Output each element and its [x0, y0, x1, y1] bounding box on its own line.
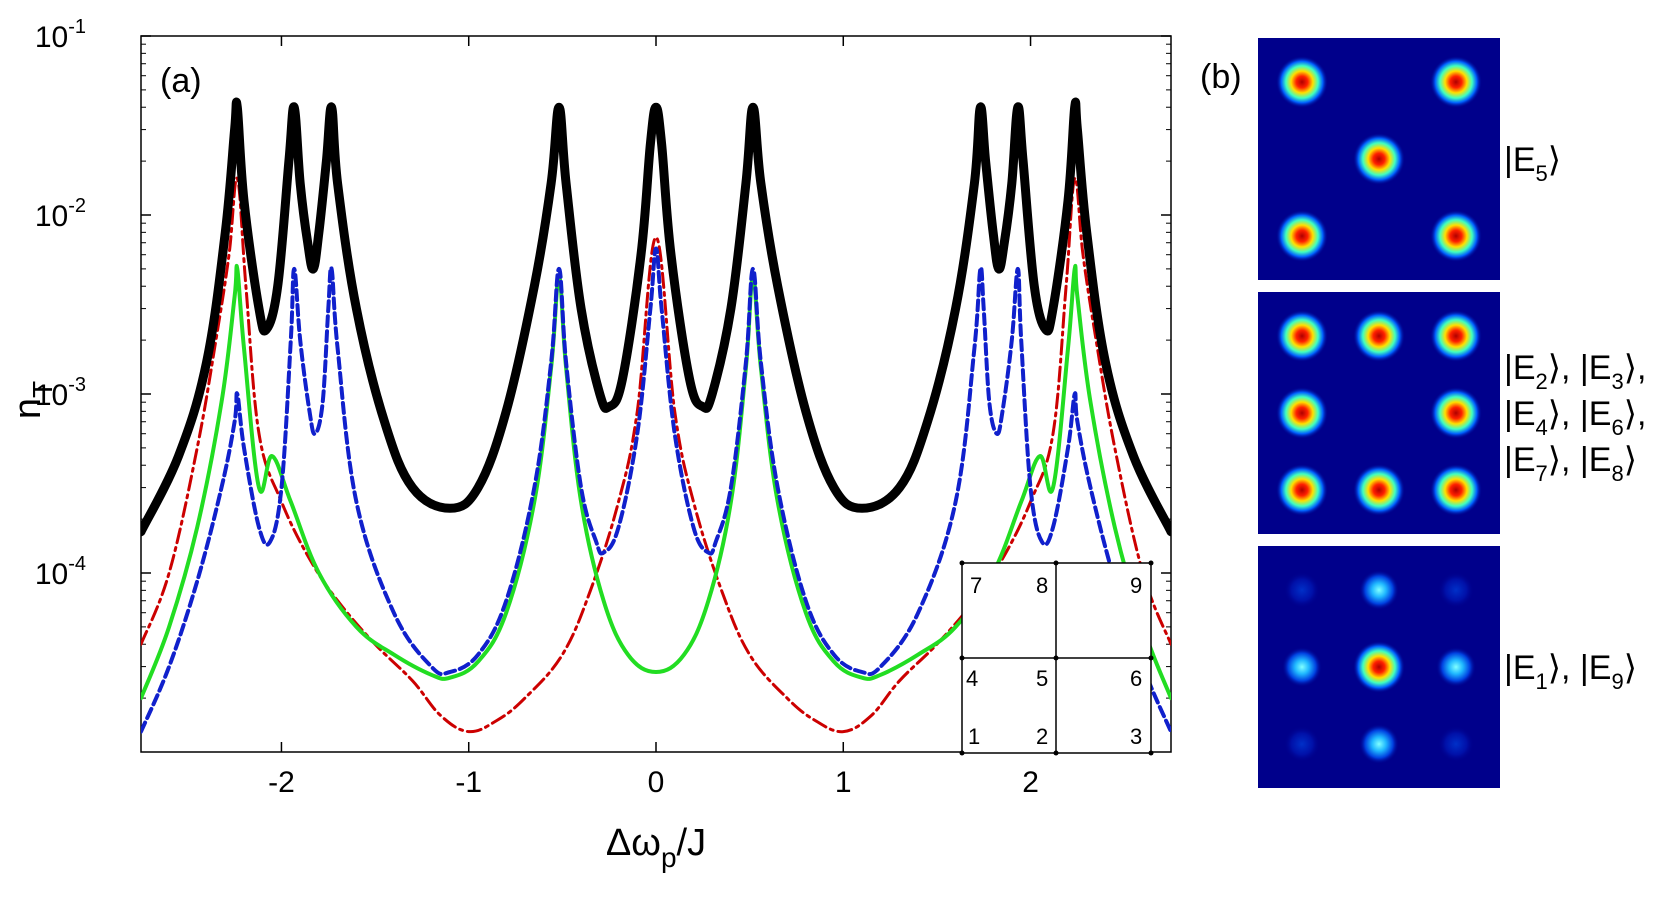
y-axis-title-base: n — [7, 398, 49, 419]
inset-label-1: 1 — [968, 724, 980, 749]
inset-label-3: 3 — [1130, 724, 1142, 749]
panel-a: -2 -1 0 1 210-110-210-310-4 (a) nT Δωp/J 7 8… — [7, 16, 1172, 873]
x-axis-title-base: Δω — [606, 822, 661, 864]
inset-site-dot — [1148, 750, 1154, 756]
mode-spot — [1353, 464, 1405, 516]
mode-spot — [1436, 647, 1476, 687]
x-tick-label: 0 — [648, 766, 665, 799]
mode-caption: |E5⟩ — [1504, 141, 1561, 186]
mode-spot — [1276, 56, 1328, 108]
mode-caption: |E2⟩, |E3⟩, — [1504, 349, 1646, 394]
mode-map-2 — [1258, 292, 1500, 534]
mode-map-3 — [1258, 546, 1500, 788]
inset-label-2: 2 — [1036, 724, 1048, 749]
panel-b: (b) |E5⟩ |E2⟩, |E3⟩,|E4⟩, |E6⟩,|E7⟩, |E8⟩… — [1200, 38, 1646, 788]
inset-label-6: 6 — [1130, 666, 1142, 691]
mode-spot — [1353, 133, 1405, 185]
inset-site-dot — [959, 560, 965, 566]
inset-label-9: 9 — [1130, 573, 1142, 598]
x-axis-title-rest: /J — [677, 822, 707, 864]
mode-maps — [1258, 38, 1500, 788]
y-tick-label: 10-1 — [35, 16, 86, 54]
inset-site-dot — [1148, 655, 1154, 661]
mode-caption: |E1⟩, |E9⟩ — [1504, 649, 1637, 694]
series-line-3 — [141, 97, 1171, 537]
inset-label-5: 5 — [1036, 666, 1048, 691]
inset-site-dot — [1053, 655, 1059, 661]
inset-lattice: 7 8 9 4 5 6 1 2 3 — [959, 560, 1154, 756]
mode-spot — [1430, 210, 1482, 262]
mode-spot — [1353, 310, 1405, 362]
inset-label-7: 7 — [970, 573, 982, 598]
y-axis-title: nT — [7, 381, 58, 419]
series-layer — [141, 97, 1171, 734]
inset-site-dot — [959, 750, 965, 756]
mode-spot — [1359, 724, 1399, 764]
panel-label-b: (b) — [1200, 58, 1242, 96]
series-line-0 — [141, 176, 1171, 734]
mode-spot — [1359, 570, 1399, 610]
y-tick-label: 10-4 — [35, 553, 86, 591]
mode-spot — [1284, 726, 1320, 762]
mode-spot — [1284, 572, 1320, 608]
mode-spot — [1276, 464, 1328, 516]
mode-map-1 — [1258, 38, 1500, 280]
mode-spot — [1276, 210, 1328, 262]
mode-caption: |E7⟩, |E8⟩ — [1504, 441, 1637, 486]
series-line-2 — [141, 246, 1171, 734]
x-tick-label: -1 — [455, 766, 482, 799]
x-axis-title: Δωp/J — [606, 822, 706, 873]
inset-label-8: 8 — [1036, 573, 1048, 598]
mode-spot — [1430, 310, 1482, 362]
mode-spot — [1438, 572, 1474, 608]
inset-site-dot — [1148, 560, 1154, 566]
mode-spot — [1282, 647, 1322, 687]
x-tick-label: 1 — [835, 766, 852, 799]
x-axis-title-sub: p — [661, 842, 677, 873]
inset-site-dot — [959, 655, 965, 661]
mode-spot — [1276, 387, 1328, 439]
mode-spot — [1353, 641, 1405, 693]
svg-text:nT: nT — [7, 381, 58, 419]
mode-spot — [1430, 464, 1482, 516]
x-tick-label: -2 — [268, 766, 295, 799]
mode-captions: |E5⟩ |E2⟩, |E3⟩,|E4⟩, |E6⟩,|E7⟩, |E8⟩ |E1⟩… — [1504, 141, 1646, 694]
panel-label-a: (a) — [160, 62, 202, 100]
mode-spot — [1438, 726, 1474, 762]
inset-site-dot — [1053, 750, 1059, 756]
y-tick-label: 10-2 — [35, 195, 86, 233]
mode-spot — [1430, 387, 1482, 439]
mode-spot — [1276, 310, 1328, 362]
inset-label-4: 4 — [966, 666, 978, 691]
mode-spot — [1430, 56, 1482, 108]
y-axis-title-sub: T — [27, 381, 58, 398]
x-tick-label: 2 — [1022, 766, 1039, 799]
mode-caption: |E4⟩, |E6⟩, — [1504, 395, 1646, 440]
inset-site-dot — [1053, 560, 1059, 566]
series-line-1 — [141, 263, 1171, 701]
